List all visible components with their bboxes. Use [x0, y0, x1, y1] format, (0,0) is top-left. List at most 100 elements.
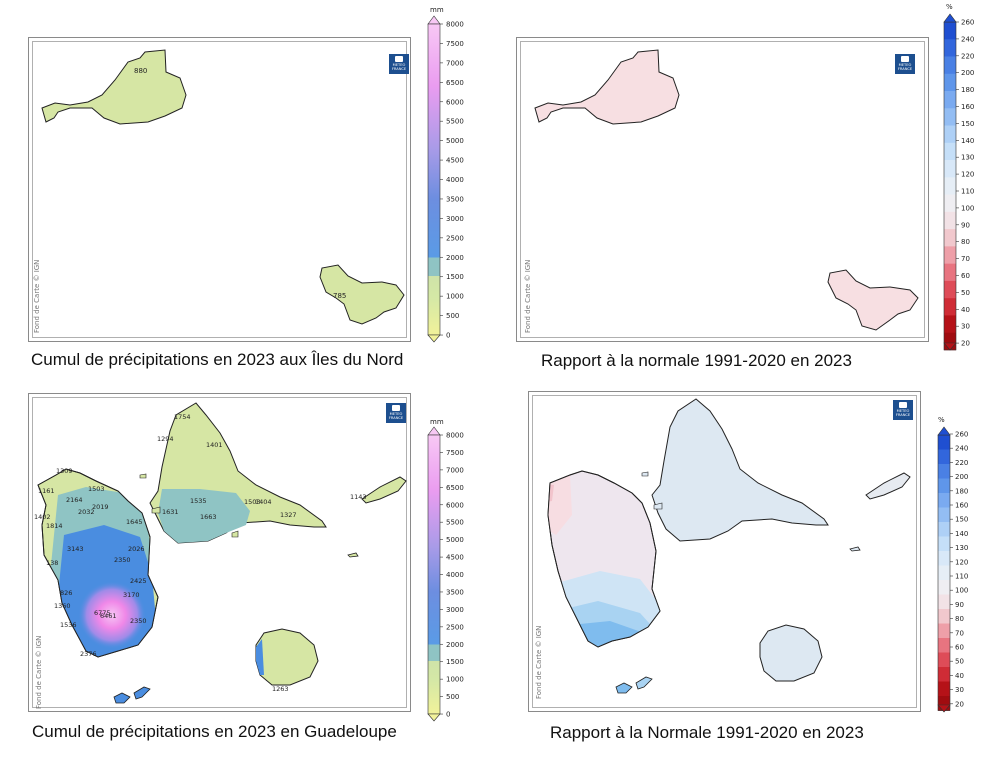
- colorbar-tick-label: 100: [961, 204, 974, 212]
- colorbar-tick-label: 150: [961, 120, 974, 128]
- ratio-colorbar: % 260 240 220 200 180 160 150 140 130 120 110 100 90…: [943, 3, 974, 351]
- station-label: 3143: [67, 545, 84, 553]
- les-saintes-island: [113, 692, 131, 704]
- marie-galante-island: [759, 624, 823, 682]
- colorbar-tick-label: 240: [961, 35, 974, 43]
- saint-martin-island: [41, 49, 187, 125]
- station-label: 1309: [56, 467, 73, 475]
- north-islands-ratio-map: [534, 49, 919, 331]
- colorbar-tick-label: 3000: [446, 215, 464, 223]
- colorbar-block: [938, 435, 950, 450]
- colorbar-block: [944, 91, 956, 109]
- colorbar-block: [944, 160, 956, 178]
- colorbar-tick-label: 120: [961, 171, 974, 179]
- colorbar-block: [938, 638, 950, 653]
- colorbar-tick-label: 140: [955, 530, 968, 538]
- colorbar-unit: %: [946, 3, 953, 11]
- colorbar-unit: mm: [430, 6, 444, 14]
- colorbar-tick-label: 2500: [446, 234, 464, 242]
- station-label: 1404: [255, 498, 272, 506]
- colorbar-block: [938, 594, 950, 610]
- colorbar-block: [944, 142, 956, 161]
- ratio-color-blocks: [937, 434, 951, 711]
- colorbar-block: [944, 108, 956, 126]
- colorbar-tick-label: 40: [961, 306, 970, 314]
- colorbar-tick-label: 5000: [446, 536, 464, 544]
- colorbar-tick-label: 2000: [446, 641, 464, 649]
- station-label: 2032: [78, 508, 95, 516]
- station-label: 1754: [174, 413, 191, 421]
- station-label: 2350: [130, 617, 147, 625]
- colorbar-tick-label: 6500: [446, 79, 464, 87]
- colorbar-tick-label: 4500: [446, 554, 464, 562]
- colorbar-block: [938, 522, 950, 537]
- colorbar-tick-label: 180: [955, 487, 968, 495]
- colorbar-tick-label: 6000: [446, 98, 464, 106]
- colorbar-block: [938, 551, 950, 566]
- ratio-colorbar: % 260 240 220 200 180 160 150 140 130 120 110 100 90…: [937, 416, 968, 713]
- ratio-color-blocks: [943, 21, 957, 351]
- precip-colorbar: mm 8000750070006500600055005000450040003…: [427, 418, 464, 722]
- guadeloupe-precip-map: 1754 1294 1401 1309 1503 1161 2164 2019 …: [34, 402, 407, 704]
- colorbar-block: [938, 667, 950, 682]
- colorbar-ticks: 260 240 220 200 180 160 150 140 130 120 110 100 90 80…: [956, 19, 974, 348]
- station-label: 1161: [38, 487, 55, 495]
- desirade-island: [865, 472, 911, 500]
- colorbar-block: [938, 609, 950, 624]
- colorbar-block: [944, 280, 956, 299]
- panel-north-ratio: Fond de Carte © IGN METEO FRANCE % 260 24…: [500, 0, 1000, 375]
- colorbar-tick-label: 220: [961, 52, 974, 60]
- colorbar-tick-label: 8000: [446, 21, 464, 29]
- colorbar-tick-label: 130: [961, 154, 974, 162]
- colorbar-block: [938, 464, 950, 479]
- colorbar-tick-label: 6500: [446, 484, 464, 492]
- panel-guadeloupe-precip: 1754 1294 1401 1309 1503 1161 2164 2019 …: [0, 375, 500, 750]
- colorbar-ticks: 260 240 220 200 180 160 150 140 130 120 110 100 90 80…: [950, 431, 968, 708]
- guadeloupe-ratio-map: [547, 398, 911, 694]
- colorbar-block: [938, 449, 950, 465]
- station-label: 1294: [157, 435, 174, 443]
- colorbar-tick-label: 90: [961, 221, 970, 229]
- station-label: 2164: [66, 496, 83, 504]
- station-label: 1645: [126, 518, 143, 526]
- colorbar-block: [938, 536, 950, 552]
- colorbar-ticks: 8000750070006500600055005000450040003500…: [440, 432, 464, 719]
- desirade-island: [361, 476, 407, 504]
- colorbar-tick-label: 8000: [446, 432, 464, 440]
- colorbar-tick-label: 40: [955, 672, 964, 680]
- colorbar-tick-label: 4000: [446, 176, 464, 184]
- colorbar-tick-label: 500: [446, 693, 459, 701]
- colorbar-tick-label: 60: [961, 272, 970, 280]
- colorbar-block: [944, 73, 956, 92]
- colorbar-tick-label: 20: [961, 340, 970, 348]
- colorbar-block: [938, 681, 950, 697]
- colorbar-block: [944, 22, 956, 40]
- colorbar-tick-label: 260: [961, 19, 974, 27]
- station-label: 2350: [114, 556, 131, 564]
- station-label: 785: [333, 292, 346, 300]
- station-label: 1536: [60, 621, 77, 629]
- station-label: 2019: [92, 503, 109, 511]
- colorbar-block: [944, 211, 956, 230]
- station-label: 2425: [130, 577, 147, 585]
- colorbar-block: [944, 125, 956, 144]
- colorbar-tick-label: 240: [955, 445, 968, 453]
- colorbar-tick-label: 0: [446, 711, 450, 719]
- colorbar-tick-label: 120: [955, 558, 968, 566]
- panel-guadeloupe-ratio: Fond de Carte © IGN METEO FRANCE % 260 24…: [500, 375, 1000, 750]
- colorbar-tick-label: 1000: [446, 293, 464, 301]
- colorbar-unit: mm: [430, 418, 444, 426]
- colorbar-tick-label: 50: [955, 658, 964, 666]
- colorbar-tick-label: 500: [446, 312, 459, 320]
- station-label: 1503: [88, 485, 105, 493]
- colorbar-block: [944, 39, 956, 57]
- credit-text: Fond de Carte © IGN: [535, 625, 543, 699]
- colorbar-tick-label: 1500: [446, 273, 464, 281]
- colorbar-block: [938, 652, 950, 668]
- station-label: 1663: [200, 513, 217, 521]
- colorbar-tick-label: 7500: [446, 40, 464, 48]
- colorbar-tick-label: 60: [955, 644, 964, 652]
- colorbar-tick-label: 3000: [446, 606, 464, 614]
- credit-text: Fond de Carte © IGN: [35, 635, 43, 709]
- meteo-france-logo: METEO FRANCE: [895, 54, 915, 74]
